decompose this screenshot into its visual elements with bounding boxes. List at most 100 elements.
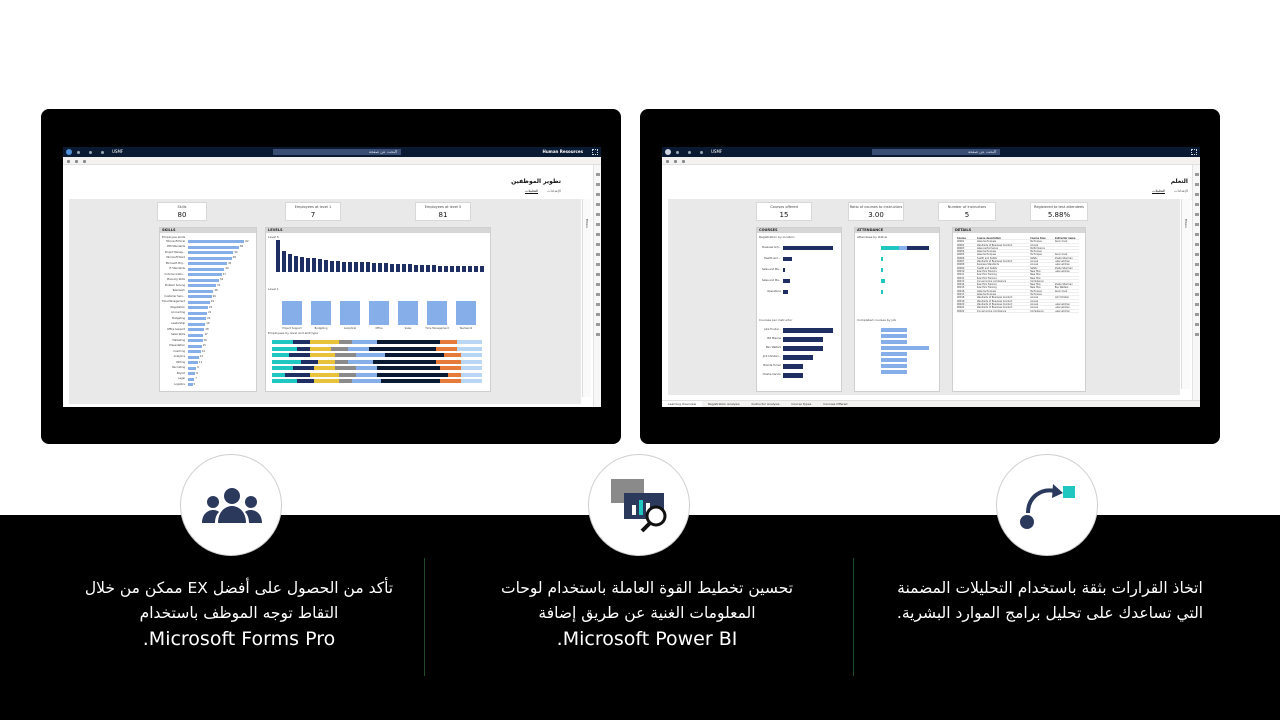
rail-icon[interactable] (596, 323, 600, 326)
kpi-card: Ratio of courses to instructors 3.00 (848, 202, 904, 221)
instructor-bar (783, 355, 813, 360)
rail-icon[interactable] (1195, 323, 1199, 326)
rail-icon[interactable] (1195, 173, 1199, 176)
rail-icon[interactable] (596, 253, 600, 256)
level5-column (426, 264, 430, 272)
refresh-icon[interactable] (682, 160, 685, 163)
stacked-segment (439, 340, 457, 344)
chart-subtitle: Employee skills (162, 235, 186, 239)
rail-icon[interactable] (1195, 213, 1199, 216)
settings-icon[interactable] (89, 151, 92, 154)
rail-icon[interactable] (596, 293, 600, 296)
rail-icon[interactable] (1195, 303, 1199, 306)
chart-subtitle: Level 1 (268, 287, 279, 291)
rail-icon[interactable] (596, 333, 600, 336)
back-icon[interactable] (666, 160, 669, 163)
bar-value: 56 (239, 245, 244, 248)
table-row: 00004 Sales techniques Technique (957, 250, 1079, 254)
rail-icon[interactable] (1195, 283, 1199, 286)
rail-icon[interactable] (1195, 253, 1199, 256)
company-label[interactable]: USMF (711, 149, 723, 154)
bar-label: Payroll (176, 371, 185, 375)
rail-icon[interactable] (596, 273, 600, 276)
rail-icon[interactable] (1195, 233, 1199, 236)
table-row: 00020 Standards of Business Conduct Annual… (957, 302, 1079, 307)
skill-bar (188, 300, 210, 304)
refresh-icon[interactable] (83, 160, 86, 163)
forward-icon[interactable] (674, 160, 677, 163)
filters-pane-toggle[interactable]: Filters (1181, 199, 1190, 389)
rail-icon[interactable] (596, 243, 600, 246)
rail-icon[interactable] (596, 313, 600, 316)
page-tabs: الإعدادات التحليلات (1144, 189, 1188, 194)
skill-bar (188, 377, 195, 381)
rail-icon[interactable] (1195, 243, 1199, 246)
rail-icon[interactable] (1195, 313, 1199, 316)
table-cell: 00021 (957, 306, 965, 309)
rail-icon[interactable] (596, 213, 600, 216)
column-header[interactable]: Course type (1030, 237, 1046, 240)
back-icon[interactable] (67, 160, 70, 163)
tab-analytics[interactable]: التحليلات (525, 189, 539, 194)
bell-icon[interactable] (700, 151, 703, 154)
search-input[interactable]: البحث عن صفحة (273, 149, 401, 155)
company-label[interactable]: USMF (112, 149, 124, 154)
filters-pane-toggle[interactable]: Filters (582, 199, 591, 397)
bell-icon[interactable] (101, 151, 104, 154)
report-page-tab[interactable]: Registration Analysis (708, 402, 740, 406)
category-label: Budgeting (314, 327, 328, 330)
rail-icon[interactable] (1195, 273, 1199, 276)
report-page-tab[interactable]: Learning Overview (662, 401, 703, 407)
rail-icon[interactable] (596, 203, 600, 206)
rail-icon[interactable] (596, 173, 600, 176)
rail-icon[interactable] (1195, 193, 1199, 196)
report-page-tab[interactable]: Course Types (791, 402, 812, 406)
waffle-icon[interactable] (1191, 149, 1197, 155)
refresh-icon[interactable] (77, 151, 80, 154)
column-header[interactable]: Course description (976, 237, 1001, 240)
rail-icon[interactable] (1195, 263, 1199, 266)
rail-icon[interactable] (596, 233, 600, 236)
rail-icon[interactable] (1195, 223, 1199, 226)
stacked-segment (272, 346, 298, 351)
settings-icon[interactable] (688, 151, 691, 154)
table-row: 00003 Sales performance Performance (957, 247, 1079, 251)
rail-icon[interactable] (596, 263, 600, 266)
table-cell: Standards of Business Conduct (976, 302, 1013, 306)
rail-icon[interactable] (1195, 203, 1199, 206)
stacked-segment (377, 366, 440, 370)
forward-icon[interactable] (75, 160, 78, 163)
rail-icon[interactable] (596, 183, 600, 186)
waffle-icon[interactable] (592, 149, 598, 155)
bar-value: 12 (199, 355, 204, 358)
column-header[interactable]: Instructor name (1054, 237, 1076, 240)
bar-label: IT Standards (169, 267, 185, 270)
column-divider (424, 558, 425, 676)
bar-label: Charlie Carson (762, 373, 781, 376)
rail-icon[interactable] (1195, 333, 1199, 336)
rail-icon[interactable] (1195, 293, 1199, 296)
column-header[interactable]: Course (957, 237, 966, 240)
rail-icon[interactable] (596, 223, 600, 226)
tab-analytics[interactable]: التحليلات (1152, 189, 1166, 194)
stacked-segment (334, 353, 356, 357)
bar-label: Microsoft Proj... (165, 261, 185, 265)
tab-settings[interactable]: الإعدادات (1174, 189, 1188, 193)
rail-icon[interactable] (596, 283, 600, 286)
bar-label: Analytics (173, 355, 185, 358)
level5-column (300, 256, 304, 272)
table-cell: 00016 (957, 289, 965, 293)
chart-subtitle: Registration by location (759, 235, 795, 239)
rail-icon[interactable] (1195, 183, 1199, 186)
bar-value: 28 (214, 289, 218, 292)
table-cell: Kevin Cook (1054, 289, 1068, 293)
tab-settings[interactable]: الإعدادات (547, 189, 561, 193)
table-cell: Luke Lehman (1054, 302, 1070, 306)
report-page-tab[interactable]: Instructor Analysis (751, 402, 780, 406)
search-input[interactable]: البحث عن صفحة (872, 149, 1000, 155)
table-cell: 00020 (957, 302, 965, 306)
filter-icon[interactable] (676, 151, 679, 154)
rail-icon[interactable] (596, 193, 600, 196)
report-page-tab[interactable]: Courses Offered (823, 402, 848, 406)
rail-icon[interactable] (596, 303, 600, 306)
